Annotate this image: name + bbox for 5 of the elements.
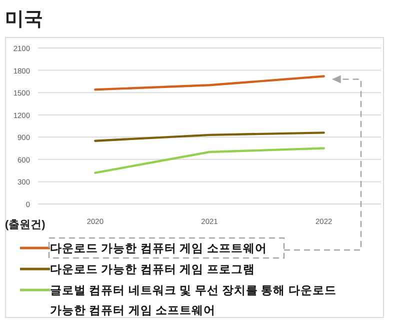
legend-label: 다운로드 가능한 컴퓨터 게임 프로그램 [50,263,255,276]
y-axis-title: (출원건) [5,219,46,231]
chart-title: 미국 [5,9,43,30]
legend-label: 다운로드 가능한 컴퓨터 게임 소프트웨어 [50,242,267,255]
legend-label: 글로벌 컴퓨터 네트워크 및 무선 장치를 통해 다운로드 가능한 컴퓨터 게임 소프트웨어 [50,284,336,317]
